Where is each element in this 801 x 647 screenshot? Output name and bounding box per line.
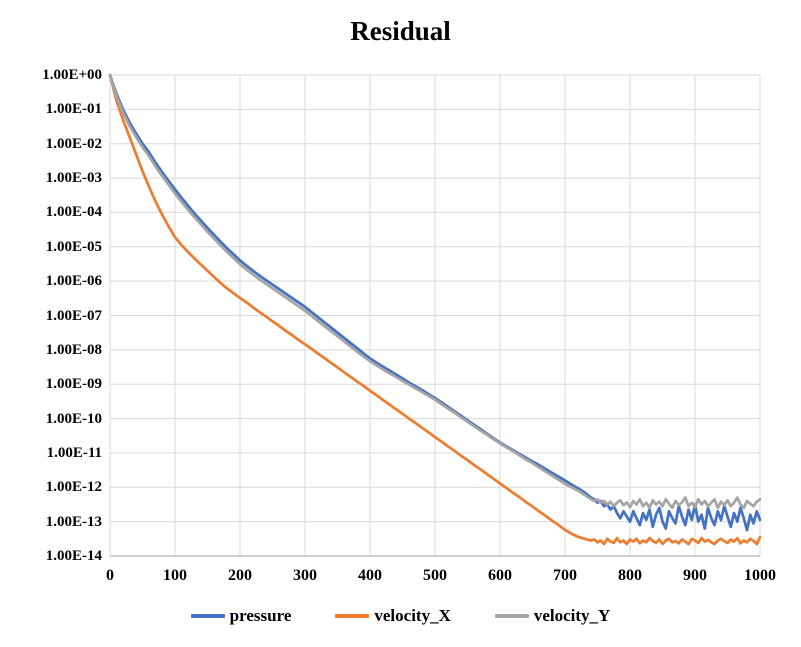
legend: pressure velocity_X velocity_Y: [0, 606, 801, 626]
x-axis-tick-label: 400: [358, 567, 382, 584]
y-axis-tick-label: 1.00E-05: [45, 238, 102, 255]
y-axis-tick-label: 1.00E-03: [45, 170, 102, 187]
legend-label-velocity-y: velocity_Y: [533, 606, 611, 625]
x-axis-tick-label: 200: [228, 567, 252, 584]
x-axis-tick-label: 800: [618, 567, 642, 584]
x-axis-tick-label: 500: [423, 567, 447, 584]
y-axis-tick-label: 1.00E-04: [45, 204, 102, 221]
y-axis-tick-label: 1.00E-10: [45, 410, 102, 427]
x-axis-tick-label: 0: [106, 567, 114, 584]
x-axis-tick-label: 600: [488, 567, 512, 584]
y-axis-tick-label: 1.00E-14: [45, 548, 102, 564]
y-axis-tick-label: 1.00E-07: [45, 307, 102, 324]
y-axis-tick-label: 1.00E+00: [42, 67, 102, 83]
x-axis-tick-label: 700: [553, 567, 577, 584]
legend-item-pressure: pressure: [190, 606, 292, 626]
x-axis-tick-label: 1000: [744, 567, 776, 584]
legend-swatch-pressure-icon: [190, 614, 225, 618]
legend-swatch-velocity-x-icon: [335, 614, 370, 618]
y-axis-tick-label: 1.00E-01: [45, 101, 102, 118]
chart-title: Residual: [350, 16, 451, 46]
x-axis-tick-label: 300: [293, 567, 317, 584]
x-axis-tick-label: 900: [683, 567, 707, 584]
y-axis-tick-label: 1.00E-08: [45, 341, 102, 358]
series-line-velocity_X: [108, 73, 762, 546]
legend-label-pressure: pressure: [229, 606, 292, 625]
legend-swatch-velocity-y-icon: [494, 614, 529, 618]
y-axis-tick-label: 1.00E-11: [46, 444, 102, 461]
y-axis-tick-label: 1.00E-13: [45, 513, 102, 530]
y-axis-tick-label: 1.00E-12: [45, 479, 102, 496]
y-axis-tick-label: 1.00E-09: [45, 376, 102, 393]
y-axis-tick-label: 1.00E-02: [45, 135, 102, 152]
y-axis-tick-label: 1.00E-06: [45, 273, 102, 290]
legend-item-velocity-x: velocity_X: [335, 606, 451, 626]
series-line-velocity_Y: [108, 73, 762, 510]
legend-item-velocity-y: velocity_Y: [494, 606, 611, 626]
x-axis-tick-label: 100: [163, 567, 187, 584]
legend-label-velocity-x: velocity_X: [374, 606, 451, 625]
